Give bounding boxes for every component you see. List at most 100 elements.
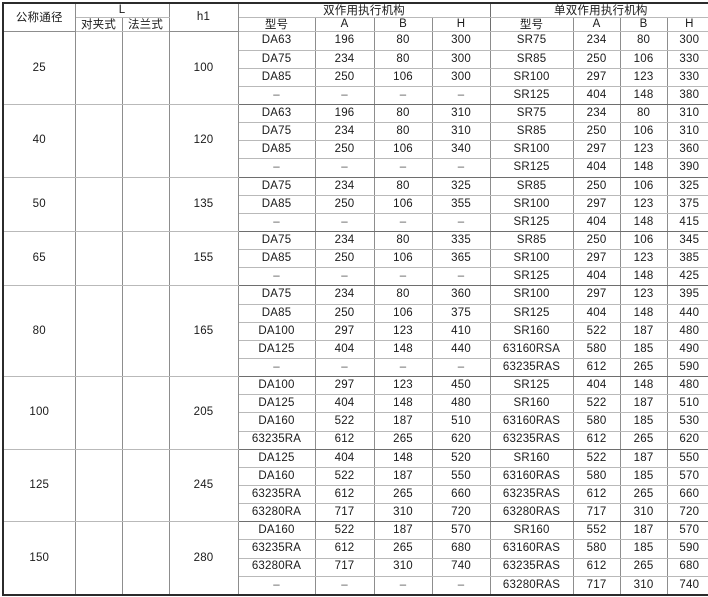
table-row: DA125 404 148 440 63160RSA 580 185 490: [3, 340, 708, 359]
cell-da-b: 148: [374, 340, 433, 359]
cell-sr-model: 63160RAS: [490, 539, 574, 559]
cell-sr-model: 63280RAS: [490, 576, 574, 596]
cell-sr-h: 550: [667, 449, 708, 468]
cell-da-model: DA160: [238, 521, 316, 541]
cell-sr-a: 522: [573, 449, 621, 468]
cell-da-model: DA100: [238, 376, 316, 396]
cell-sr-b: 123: [620, 68, 668, 87]
header-sr-b: B: [620, 17, 668, 33]
cell-da-h: 410: [432, 322, 491, 341]
cell-l-flange: [122, 521, 170, 596]
cell-sr-a: 404: [573, 213, 621, 232]
cell-da-b: –: [374, 158, 433, 178]
cell-sr-b: 310: [620, 576, 668, 596]
cell-sr-h: 330: [667, 68, 708, 87]
cell-sr-h: 720: [667, 503, 708, 523]
cell-da-b: 265: [374, 539, 433, 559]
cell-sr-b: 148: [620, 304, 668, 323]
cell-l-flange: [122, 449, 170, 523]
table-row: 65 155 DA75 234 80 335 SR85 250 106 345: [3, 231, 708, 287]
cell-nominal-diameter: 40: [3, 104, 76, 178]
cell-sr-h: 325: [667, 177, 708, 196]
cell-sr-h: 440: [667, 304, 708, 323]
cell-nominal-diameter: 25: [3, 31, 76, 105]
cell-sr-h: 345: [667, 231, 708, 251]
cell-h1: 205: [169, 376, 239, 450]
cell-da-h: 660: [432, 485, 491, 505]
cell-da-b: 123: [374, 322, 433, 341]
table-row: 40 120 DA63 196 80 310 SR75 234 80 310: [3, 104, 708, 178]
cell-da-b: –: [374, 358, 433, 378]
cell-sr-a: 612: [573, 358, 621, 378]
table-row: 80 165 DA75 234 80 360 SR100 297 123 395: [3, 285, 708, 378]
cell-da-b: –: [374, 267, 433, 287]
cell-sr-b: 123: [620, 195, 668, 214]
header-da-b: B: [374, 17, 433, 33]
cell-l-wafer: [75, 449, 123, 523]
cell-sr-b: 123: [620, 249, 668, 269]
cell-sr-b: 148: [620, 213, 668, 232]
cell-da-b: 310: [374, 503, 433, 523]
cell-da-model: DA75: [238, 285, 316, 305]
cell-sr-h: 330: [667, 50, 708, 69]
cell-l-flange: [122, 285, 170, 378]
cell-da-b: 187: [374, 521, 433, 541]
cell-sr-h: 620: [667, 431, 708, 450]
cell-da-model: –: [238, 576, 316, 596]
cell-l-wafer: [75, 177, 123, 232]
table-row: 63235RA 612 265 660 63235RAS 612 265 660: [3, 485, 708, 505]
cell-sr-h: 360: [667, 140, 708, 160]
cell-da-model: DA125: [238, 394, 316, 414]
cell-h1: 155: [169, 231, 239, 287]
cell-sr-b: 185: [620, 412, 668, 432]
cell-da-h: 365: [432, 249, 491, 269]
cell-l-wafer: [75, 31, 123, 105]
table-row: 63280RA 717 310 740 63235RAS 612 265 680: [3, 558, 708, 577]
cell-da-h: 355: [432, 195, 491, 214]
cell-da-h: –: [432, 576, 491, 596]
table-row: 50 135 DA75 234 80 325 SR85 250 106 325: [3, 177, 708, 232]
cell-sr-h: 740: [667, 576, 708, 596]
cell-da-b: 80: [374, 104, 433, 124]
cell-sr-a: 297: [573, 140, 621, 160]
cell-sr-a: 717: [573, 503, 621, 523]
cell-da-b: –: [374, 213, 433, 232]
cell-sr-a: 717: [573, 576, 621, 596]
cell-h1: 100: [169, 31, 239, 105]
cell-sr-h: 480: [667, 322, 708, 341]
cell-sr-a: 250: [573, 50, 621, 69]
cell-sr-model: SR100: [490, 140, 574, 160]
table-row: DA85 250 106 355 SR100 297 123 375: [3, 195, 708, 214]
cell-sr-model: SR125: [490, 267, 574, 287]
cell-da-a: 404: [315, 394, 375, 414]
cell-sr-b: 123: [620, 140, 668, 160]
cell-da-model: 63280RA: [238, 503, 316, 523]
table-body: 25 100 DA63 196 80 300 SR75 234 80 300 DA75 234 80 30…: [3, 31, 708, 596]
cell-l-flange: [122, 231, 170, 287]
cell-sr-b: 187: [620, 521, 668, 541]
cell-sr-a: 234: [573, 31, 621, 51]
cell-sr-b: 106: [620, 177, 668, 196]
header-da-model: 型号: [238, 17, 316, 33]
cell-da-b: –: [374, 576, 433, 596]
table-row: 63235RA 612 265 620 63235RAS 612 265 620: [3, 431, 708, 450]
table-row: DA125 404 148 480 SR160 522 187 510: [3, 394, 708, 414]
cell-l-wafer: [75, 231, 123, 287]
cell-sr-model: SR75: [490, 31, 574, 51]
cell-sr-model: SR125: [490, 86, 574, 106]
cell-sr-b: 265: [620, 358, 668, 378]
cell-sr-a: 297: [573, 195, 621, 214]
cell-da-a: 612: [315, 431, 375, 450]
cell-da-model: –: [238, 213, 316, 232]
cell-da-model: DA75: [238, 122, 316, 142]
cell-da-a: 297: [315, 376, 375, 396]
cell-sr-b: 187: [620, 394, 668, 414]
table-row: – – – – SR125 404 148 425: [3, 267, 708, 287]
cell-da-b: 80: [374, 177, 433, 196]
cell-l-flange: [122, 104, 170, 178]
header-da-a: A: [315, 17, 375, 33]
cell-da-a: 404: [315, 340, 375, 359]
cell-da-h: 620: [432, 431, 491, 450]
cell-sr-a: 612: [573, 558, 621, 577]
